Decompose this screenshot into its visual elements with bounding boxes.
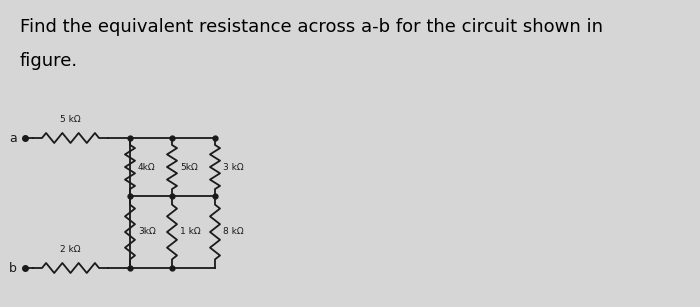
Text: a: a	[9, 131, 17, 145]
Text: 5 kΩ: 5 kΩ	[60, 115, 80, 124]
Text: 8 kΩ: 8 kΩ	[223, 227, 244, 236]
Text: 4kΩ: 4kΩ	[138, 162, 155, 172]
Text: Find the equivalent resistance across a-b for the circuit shown in: Find the equivalent resistance across a-…	[20, 18, 603, 36]
Text: 1 kΩ: 1 kΩ	[180, 227, 201, 236]
Text: b: b	[9, 262, 17, 274]
Text: 3kΩ: 3kΩ	[138, 227, 155, 236]
Text: 5kΩ: 5kΩ	[180, 162, 197, 172]
Text: 2 kΩ: 2 kΩ	[60, 245, 80, 254]
Text: 3 kΩ: 3 kΩ	[223, 162, 244, 172]
Text: figure.: figure.	[20, 52, 78, 70]
